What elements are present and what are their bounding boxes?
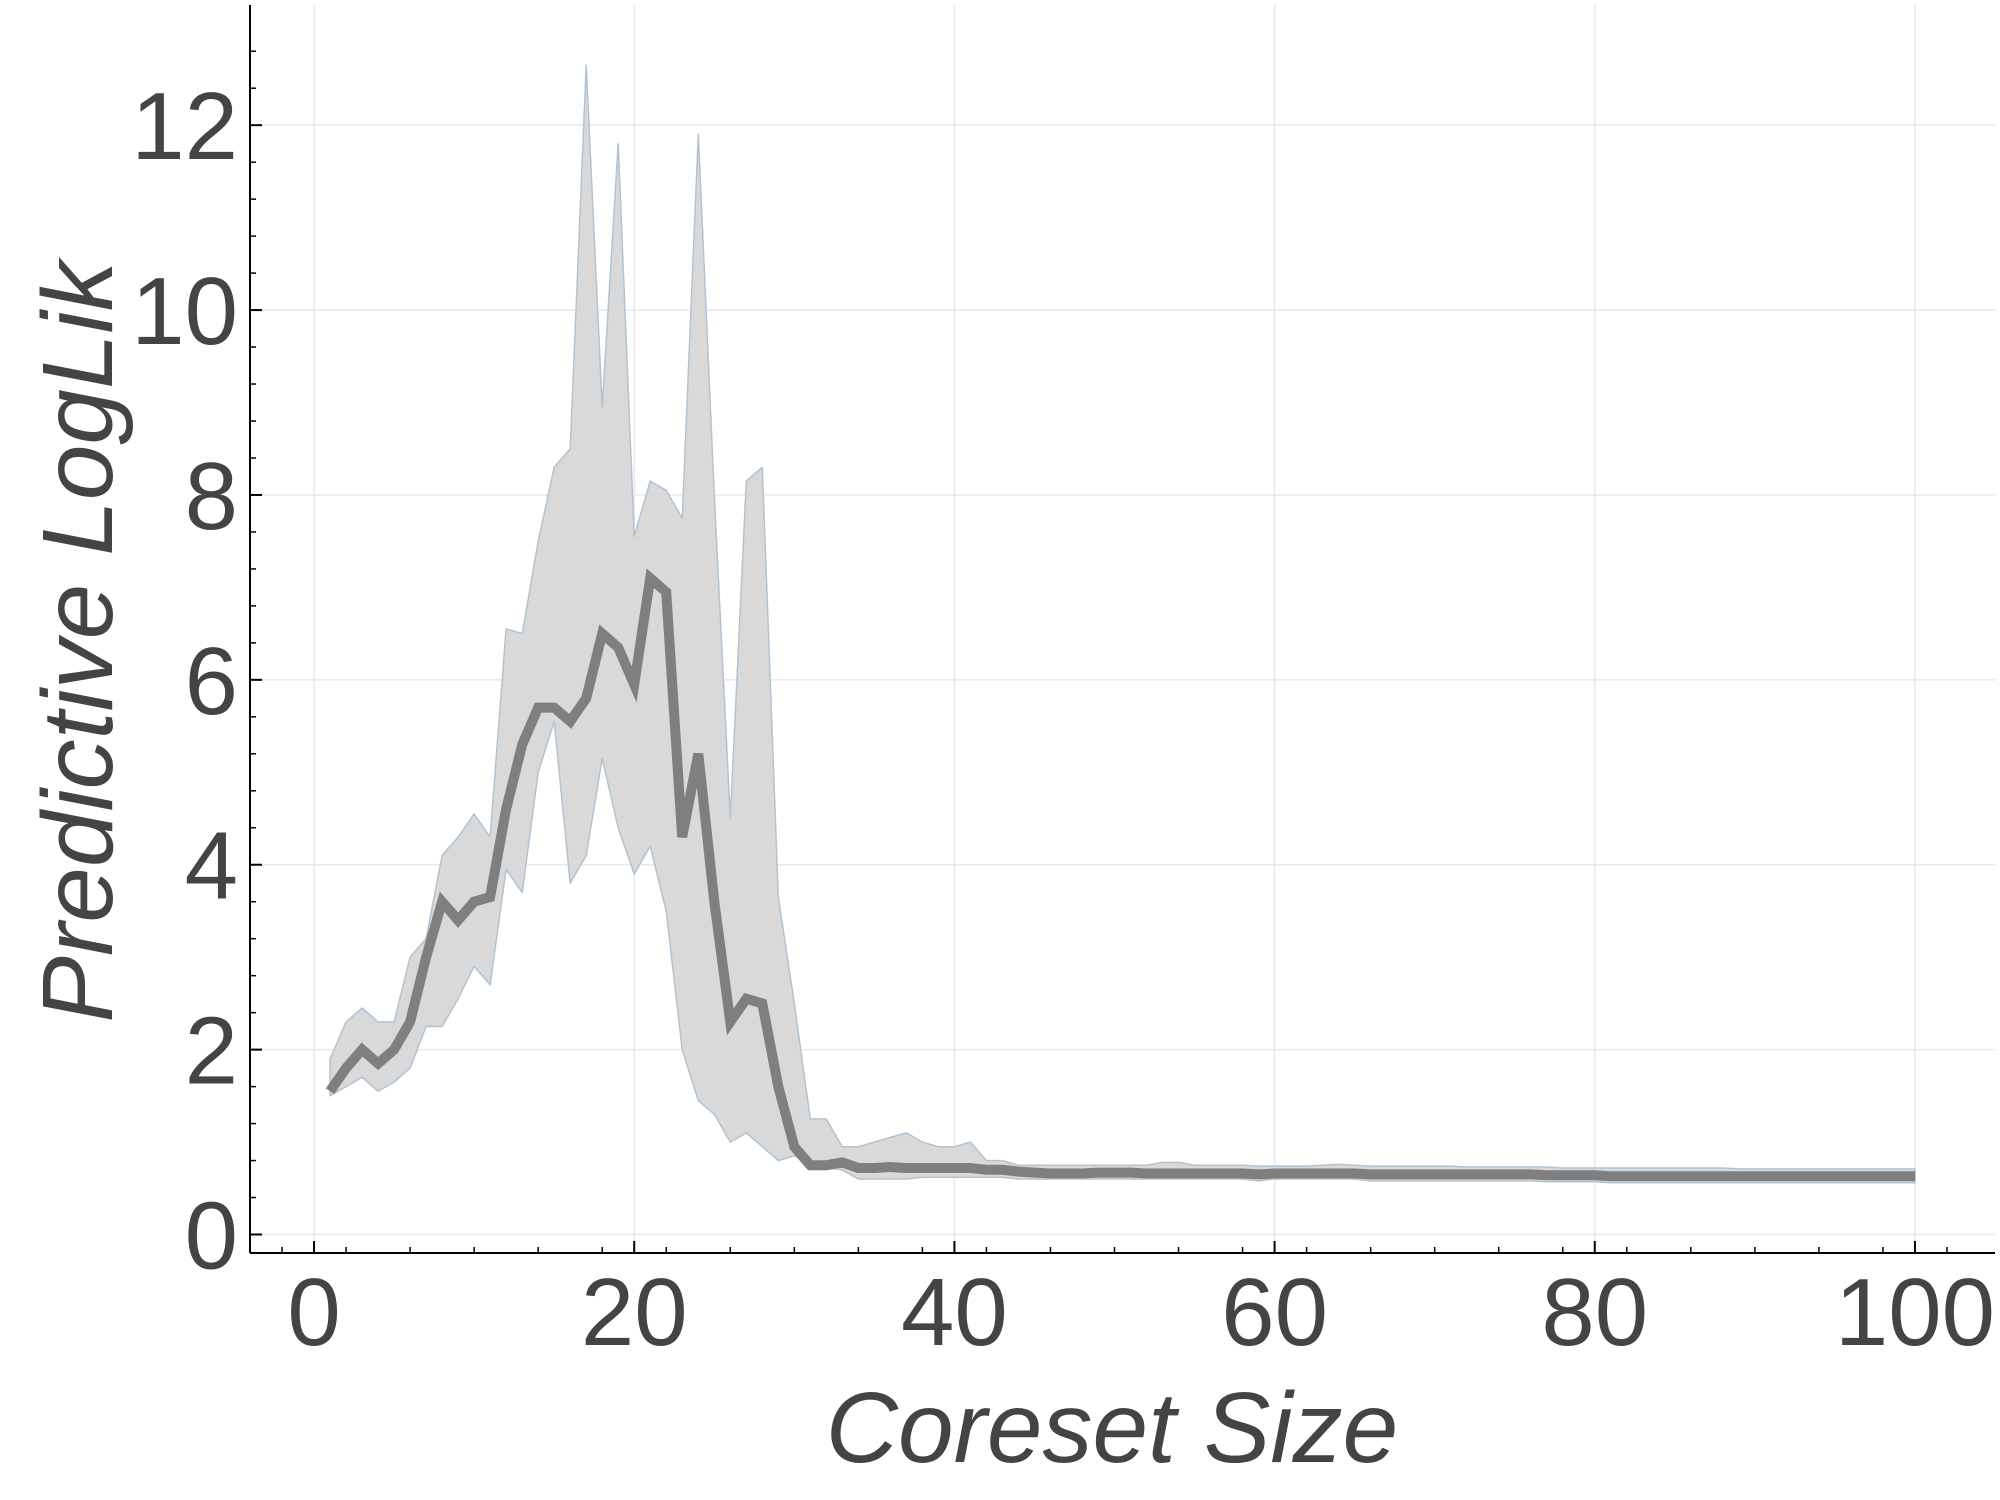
- x-tick-label: 60: [1221, 1259, 1328, 1366]
- tick-labels: 0 20 40 60 80 100 0 2 4 6 8 10 12: [131, 73, 1995, 1366]
- axes: [249, 5, 1995, 1254]
- grid: [250, 5, 1995, 1253]
- x-tick-label: 80: [1541, 1259, 1648, 1366]
- y-tick-label: 10: [131, 258, 238, 365]
- y-axis-label: Predictive LogLik: [22, 256, 134, 1023]
- x-tick-label: 100: [1835, 1259, 1995, 1366]
- confidence-band-area: [329, 64, 1916, 1184]
- mean-line: [325, 568, 1915, 1182]
- y-tick-label: 4: [185, 813, 238, 920]
- y-tick-label: 2: [185, 998, 238, 1105]
- y-tick-label: 12: [131, 73, 238, 180]
- confidence-band: [329, 64, 1916, 1184]
- y-tick-label: 8: [185, 443, 238, 550]
- x-axis-label: Coreset Size: [826, 1372, 1398, 1484]
- x-tick-label: 0: [287, 1259, 340, 1366]
- mean-series-line: [325, 568, 1915, 1182]
- y-tick-label: 0: [185, 1183, 238, 1290]
- y-tick-label: 6: [185, 628, 238, 735]
- x-tick-label: 20: [581, 1259, 688, 1366]
- x-tick-label: 40: [901, 1259, 1008, 1366]
